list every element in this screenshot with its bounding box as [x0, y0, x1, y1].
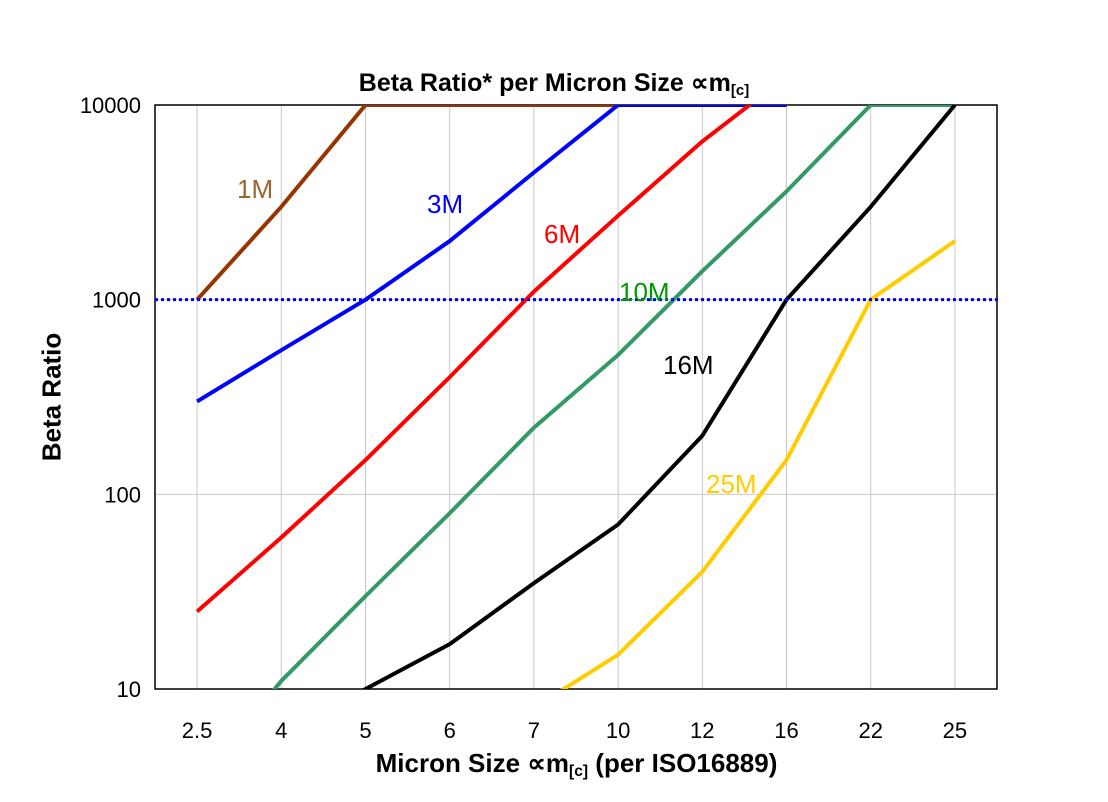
series-line-10M — [272, 105, 955, 689]
x-tick-label: 16 — [774, 718, 798, 743]
series-line-3M — [196, 105, 787, 404]
y-tick-label: 10000 — [80, 93, 141, 118]
series-label-10M: 10M — [619, 277, 670, 307]
series-label-25M: 25M — [706, 469, 757, 499]
series-label-3M: 3M — [427, 189, 464, 219]
x-tick-label: 25 — [943, 718, 967, 743]
x-axis-title: Micron Size ∝m[c] (per ISO16889) — [375, 748, 778, 780]
series-label-1M: 1M — [237, 174, 274, 204]
series-label-6M: 6M — [544, 219, 581, 249]
chart-title: Beta Ratio* per Micron Size ∝m[c] — [358, 69, 750, 99]
x-tick-label: 10 — [606, 718, 630, 743]
x-tick-label: 22 — [858, 718, 882, 743]
series-group — [195, 105, 957, 689]
x-tick-label: 2.5 — [182, 718, 213, 743]
y-tick-label: 1000 — [92, 288, 141, 313]
series-label-16M: 16M — [663, 350, 714, 380]
y-tick-label: 10 — [117, 677, 141, 702]
x-tick-label: 7 — [528, 718, 540, 743]
x-tick-label: 12 — [690, 718, 714, 743]
y-axis-title: Beta Ratio — [36, 332, 67, 462]
y-tick-label: 100 — [104, 482, 141, 507]
series-line-6M — [195, 105, 753, 614]
x-tick-label: 5 — [359, 718, 371, 743]
x-tick-label: 4 — [275, 718, 287, 743]
series-line-25M — [560, 239, 957, 689]
x-tick-label: 6 — [444, 718, 456, 743]
series-line-16M — [361, 105, 957, 689]
series-line-1M — [195, 105, 619, 302]
